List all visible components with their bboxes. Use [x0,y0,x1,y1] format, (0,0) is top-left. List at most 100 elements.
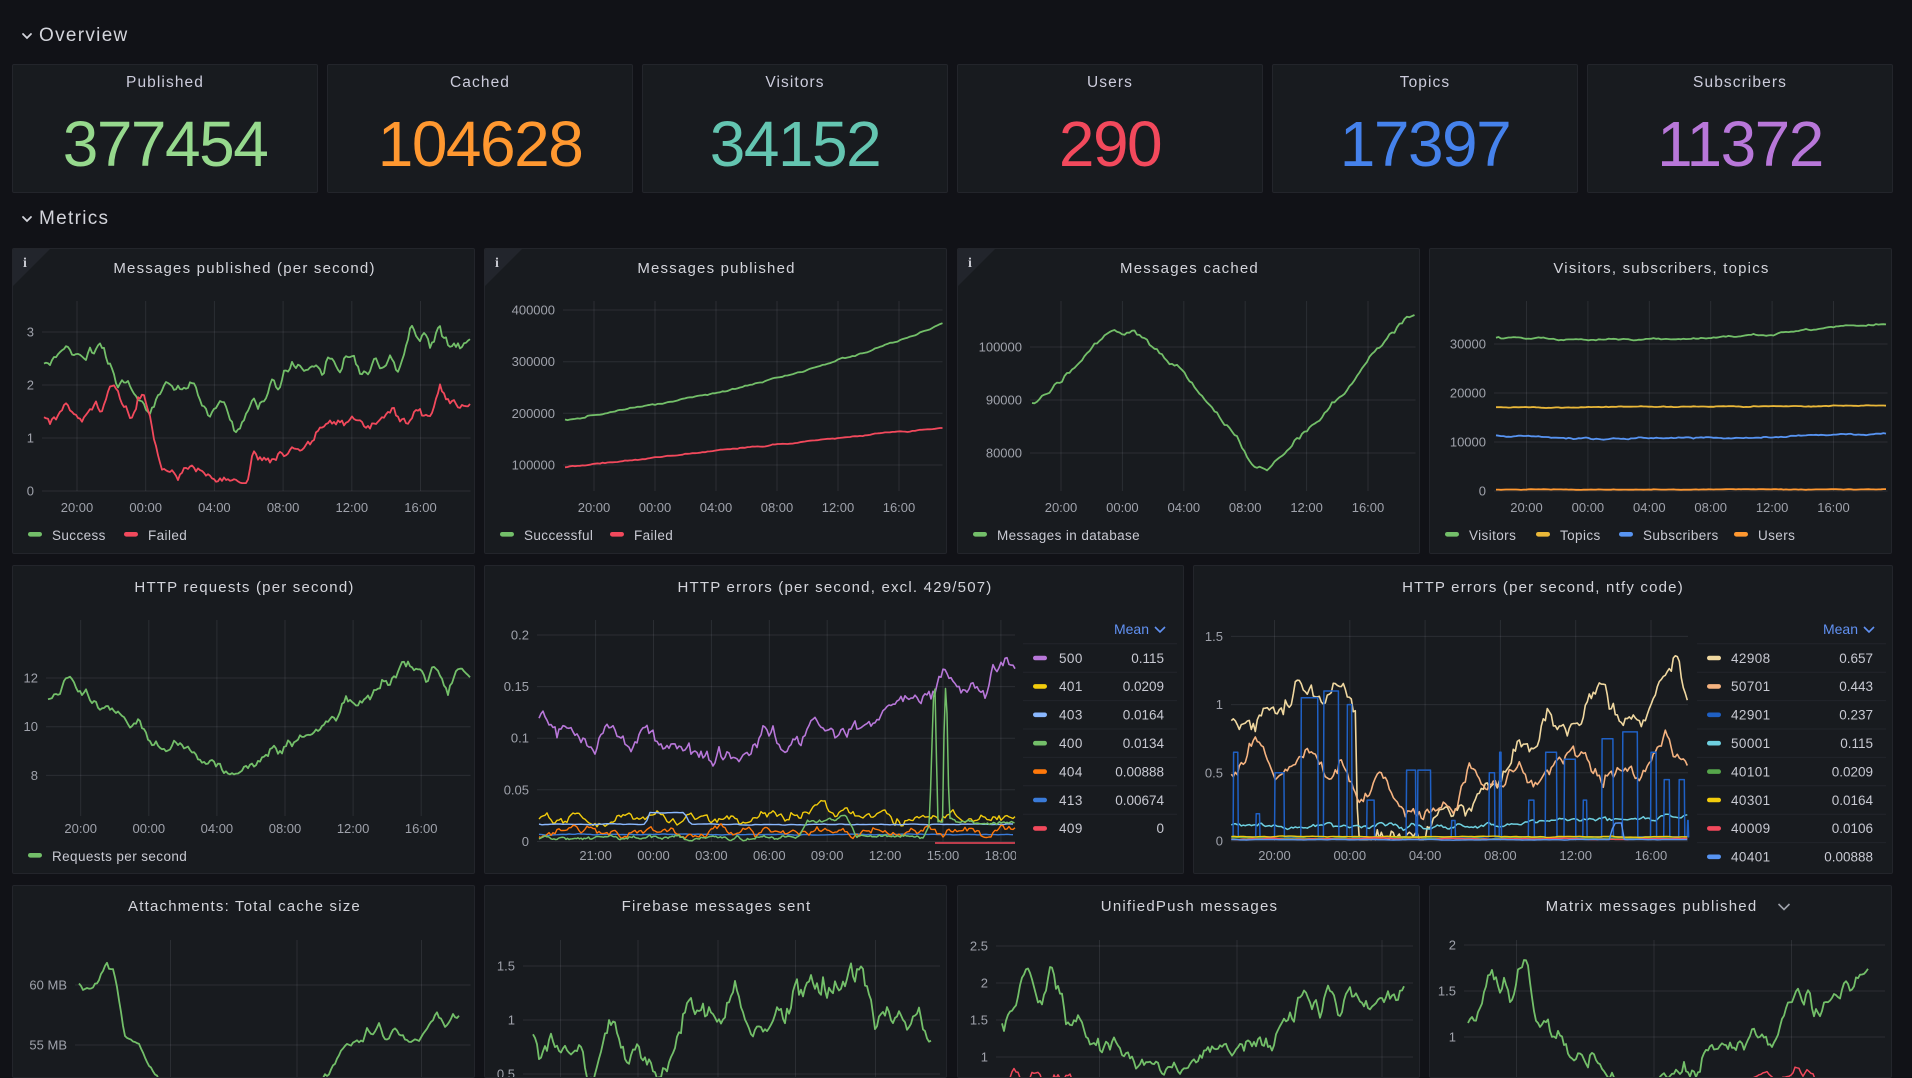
svg-text:50701: 50701 [1731,679,1771,694]
svg-text:30000: 30000 [1450,337,1486,352]
svg-text:00:00: 00:00 [637,848,670,863]
svg-text:0.2: 0.2 [511,628,529,643]
svg-text:2: 2 [1449,938,1456,953]
svg-text:400000: 400000 [512,303,555,318]
svg-text:2: 2 [27,378,34,393]
svg-text:06:00: 06:00 [753,848,786,863]
svg-text:0: 0 [522,834,529,849]
svg-text:8: 8 [31,768,38,783]
svg-text:60 MB: 60 MB [29,978,67,993]
svg-text:300000: 300000 [512,354,555,369]
svg-text:Messages in database: Messages in database [997,528,1140,543]
svg-text:20:00: 20:00 [1510,500,1543,515]
svg-text:09:00: 09:00 [811,848,844,863]
svg-text:3: 3 [27,325,34,340]
svg-text:0.1: 0.1 [511,731,529,746]
svg-text:1: 1 [981,1050,988,1065]
svg-text:80000: 80000 [986,446,1022,461]
svg-text:04:00: 04:00 [201,821,234,836]
svg-text:Users: Users [1758,528,1795,543]
svg-text:10: 10 [24,719,38,734]
svg-text:0.0209: 0.0209 [1832,764,1873,779]
svg-text:1.5: 1.5 [497,959,515,974]
svg-text:Visitors: Visitors [1469,528,1516,543]
svg-text:20000: 20000 [1450,386,1486,401]
svg-text:08:00: 08:00 [761,500,794,515]
svg-text:10000: 10000 [1450,435,1486,450]
svg-text:1.5: 1.5 [970,1013,988,1028]
svg-text:40401: 40401 [1731,850,1771,865]
svg-text:20:00: 20:00 [578,500,611,515]
svg-text:0.657: 0.657 [1839,651,1873,666]
svg-text:i: i [23,256,27,271]
svg-text:2: 2 [981,976,988,991]
svg-text:403: 403 [1059,708,1083,723]
svg-text:0.237: 0.237 [1839,708,1873,723]
svg-text:08:00: 08:00 [1694,500,1727,515]
svg-text:20:00: 20:00 [1045,500,1078,515]
svg-text:Failed: Failed [634,528,673,543]
svg-text:08:00: 08:00 [267,500,300,515]
svg-text:12:00: 12:00 [1559,848,1592,863]
svg-text:16:00: 16:00 [405,821,438,836]
svg-text:08:00: 08:00 [1484,848,1517,863]
svg-text:0.115: 0.115 [1131,651,1164,666]
svg-text:04:00: 04:00 [700,500,733,515]
svg-text:HTTP errors (per second, excl.: HTTP errors (per second, excl. 429/507) [678,579,993,596]
svg-text:0: 0 [1156,821,1164,836]
svg-text:0.0134: 0.0134 [1123,736,1165,751]
svg-text:40301: 40301 [1731,793,1771,808]
svg-text:0.05: 0.05 [504,782,529,797]
svg-text:42901: 42901 [1731,708,1771,723]
svg-text:12:00: 12:00 [336,500,369,515]
svg-text:Matrix messages published: Matrix messages published [1546,898,1758,915]
svg-text:04:00: 04:00 [1168,500,1201,515]
svg-text:Topics: Topics [1560,528,1601,543]
svg-text:12:00: 12:00 [337,821,370,836]
svg-text:12:00: 12:00 [869,848,902,863]
svg-text:Mean: Mean [1823,621,1858,637]
svg-text:12:00: 12:00 [1290,500,1323,515]
svg-text:16:00: 16:00 [404,500,437,515]
svg-text:i: i [495,256,499,271]
svg-text:12:00: 12:00 [1756,500,1789,515]
svg-text:0.00674: 0.00674 [1115,793,1164,808]
svg-text:404: 404 [1059,764,1083,779]
svg-text:Requests per second: Requests per second [52,849,187,864]
svg-text:413: 413 [1059,793,1083,808]
svg-text:40009: 40009 [1731,821,1771,836]
svg-text:1: 1 [1216,697,1223,712]
svg-text:HTTP errors (per second, ntfy: HTTP errors (per second, ntfy code) [1402,579,1684,596]
svg-text:0.00888: 0.00888 [1115,764,1164,779]
svg-text:00:00: 00:00 [129,500,162,515]
svg-text:Messages cached: Messages cached [1120,260,1259,277]
svg-text:2.5: 2.5 [970,939,988,954]
svg-text:03:00: 03:00 [695,848,728,863]
svg-text:0.0164: 0.0164 [1832,793,1874,808]
svg-text:1: 1 [27,431,34,446]
svg-text:04:00: 04:00 [198,500,231,515]
svg-text:0.5: 0.5 [497,1067,515,1078]
svg-text:Firebase messages sent: Firebase messages sent [622,898,812,915]
svg-text:Messages published: Messages published [637,260,795,277]
svg-text:12: 12 [24,671,38,686]
svg-text:0.5: 0.5 [1205,765,1223,780]
svg-text:00:00: 00:00 [639,500,672,515]
svg-text:00:00: 00:00 [1334,848,1367,863]
svg-text:Successful: Successful [524,528,593,543]
svg-text:500: 500 [1059,651,1083,666]
svg-text:i: i [968,256,972,271]
svg-text:200000: 200000 [512,406,555,421]
svg-text:12:00: 12:00 [822,500,855,515]
svg-text:50001: 50001 [1731,736,1771,751]
svg-text:UnifiedPush messages: UnifiedPush messages [1101,898,1278,915]
svg-text:Failed: Failed [148,528,187,543]
svg-text:0.15: 0.15 [504,679,529,694]
svg-text:0: 0 [1216,834,1223,849]
svg-text:55 MB: 55 MB [29,1038,67,1053]
svg-text:0.0209: 0.0209 [1123,679,1164,694]
svg-text:42908: 42908 [1731,651,1771,666]
svg-text:00:00: 00:00 [1106,500,1139,515]
svg-text:Mean: Mean [1114,621,1149,637]
svg-text:1: 1 [1449,1030,1456,1045]
